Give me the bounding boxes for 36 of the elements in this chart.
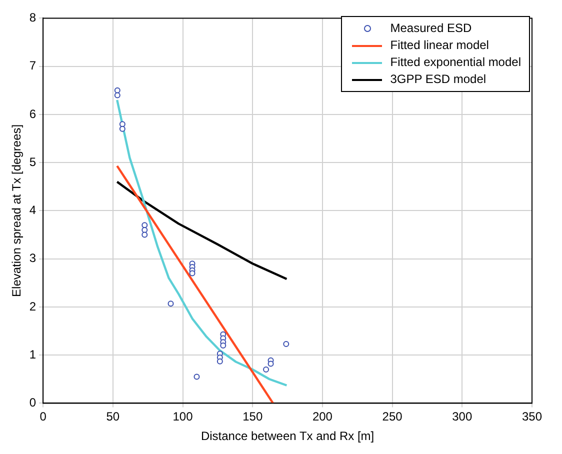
point — [189, 270, 196, 276]
y-tick-label: 4 — [29, 203, 36, 218]
point — [119, 126, 126, 132]
y-tick-label: 3 — [29, 251, 36, 266]
point — [283, 341, 290, 348]
point — [114, 87, 120, 94]
x-tick-label: 0 — [40, 410, 47, 424]
y-tick-label: 7 — [29, 58, 36, 73]
point — [114, 92, 120, 98]
y-tick-label: 1 — [29, 347, 36, 362]
point — [220, 342, 226, 348]
point — [142, 232, 148, 238]
x-tick-label: 100 — [172, 410, 194, 424]
x-tick-label: 350 — [522, 410, 542, 424]
point — [168, 300, 174, 307]
point — [216, 358, 223, 364]
x-tick-label: 50 — [106, 410, 120, 424]
x-tick-label: 200 — [312, 410, 333, 424]
point — [263, 366, 270, 373]
y-tick-label: 6 — [29, 106, 36, 121]
x-tick-label: 150 — [242, 410, 263, 424]
y-tick-label: 8 — [29, 10, 36, 25]
y-axis-title: Elevation spread at Tx [degrees] — [10, 124, 24, 297]
point — [142, 226, 148, 233]
point — [268, 360, 274, 367]
x-tick-label: 300 — [452, 410, 472, 424]
legend-label: Fitted linear model — [390, 37, 489, 54]
point — [194, 374, 200, 380]
legend-label: 3GPP ESD model — [390, 71, 486, 88]
legend-label: Fitted exponential model — [390, 54, 521, 71]
x-axis-title: Distance between Tx and Rx [m] — [200, 429, 374, 444]
y-tick-label: 2 — [29, 299, 36, 314]
y-tick-label: 0 — [29, 396, 36, 410]
legend-label: Measured ESD — [390, 20, 472, 37]
y-tick-label: 5 — [29, 154, 36, 169]
x-tick-label: 250 — [382, 410, 403, 424]
